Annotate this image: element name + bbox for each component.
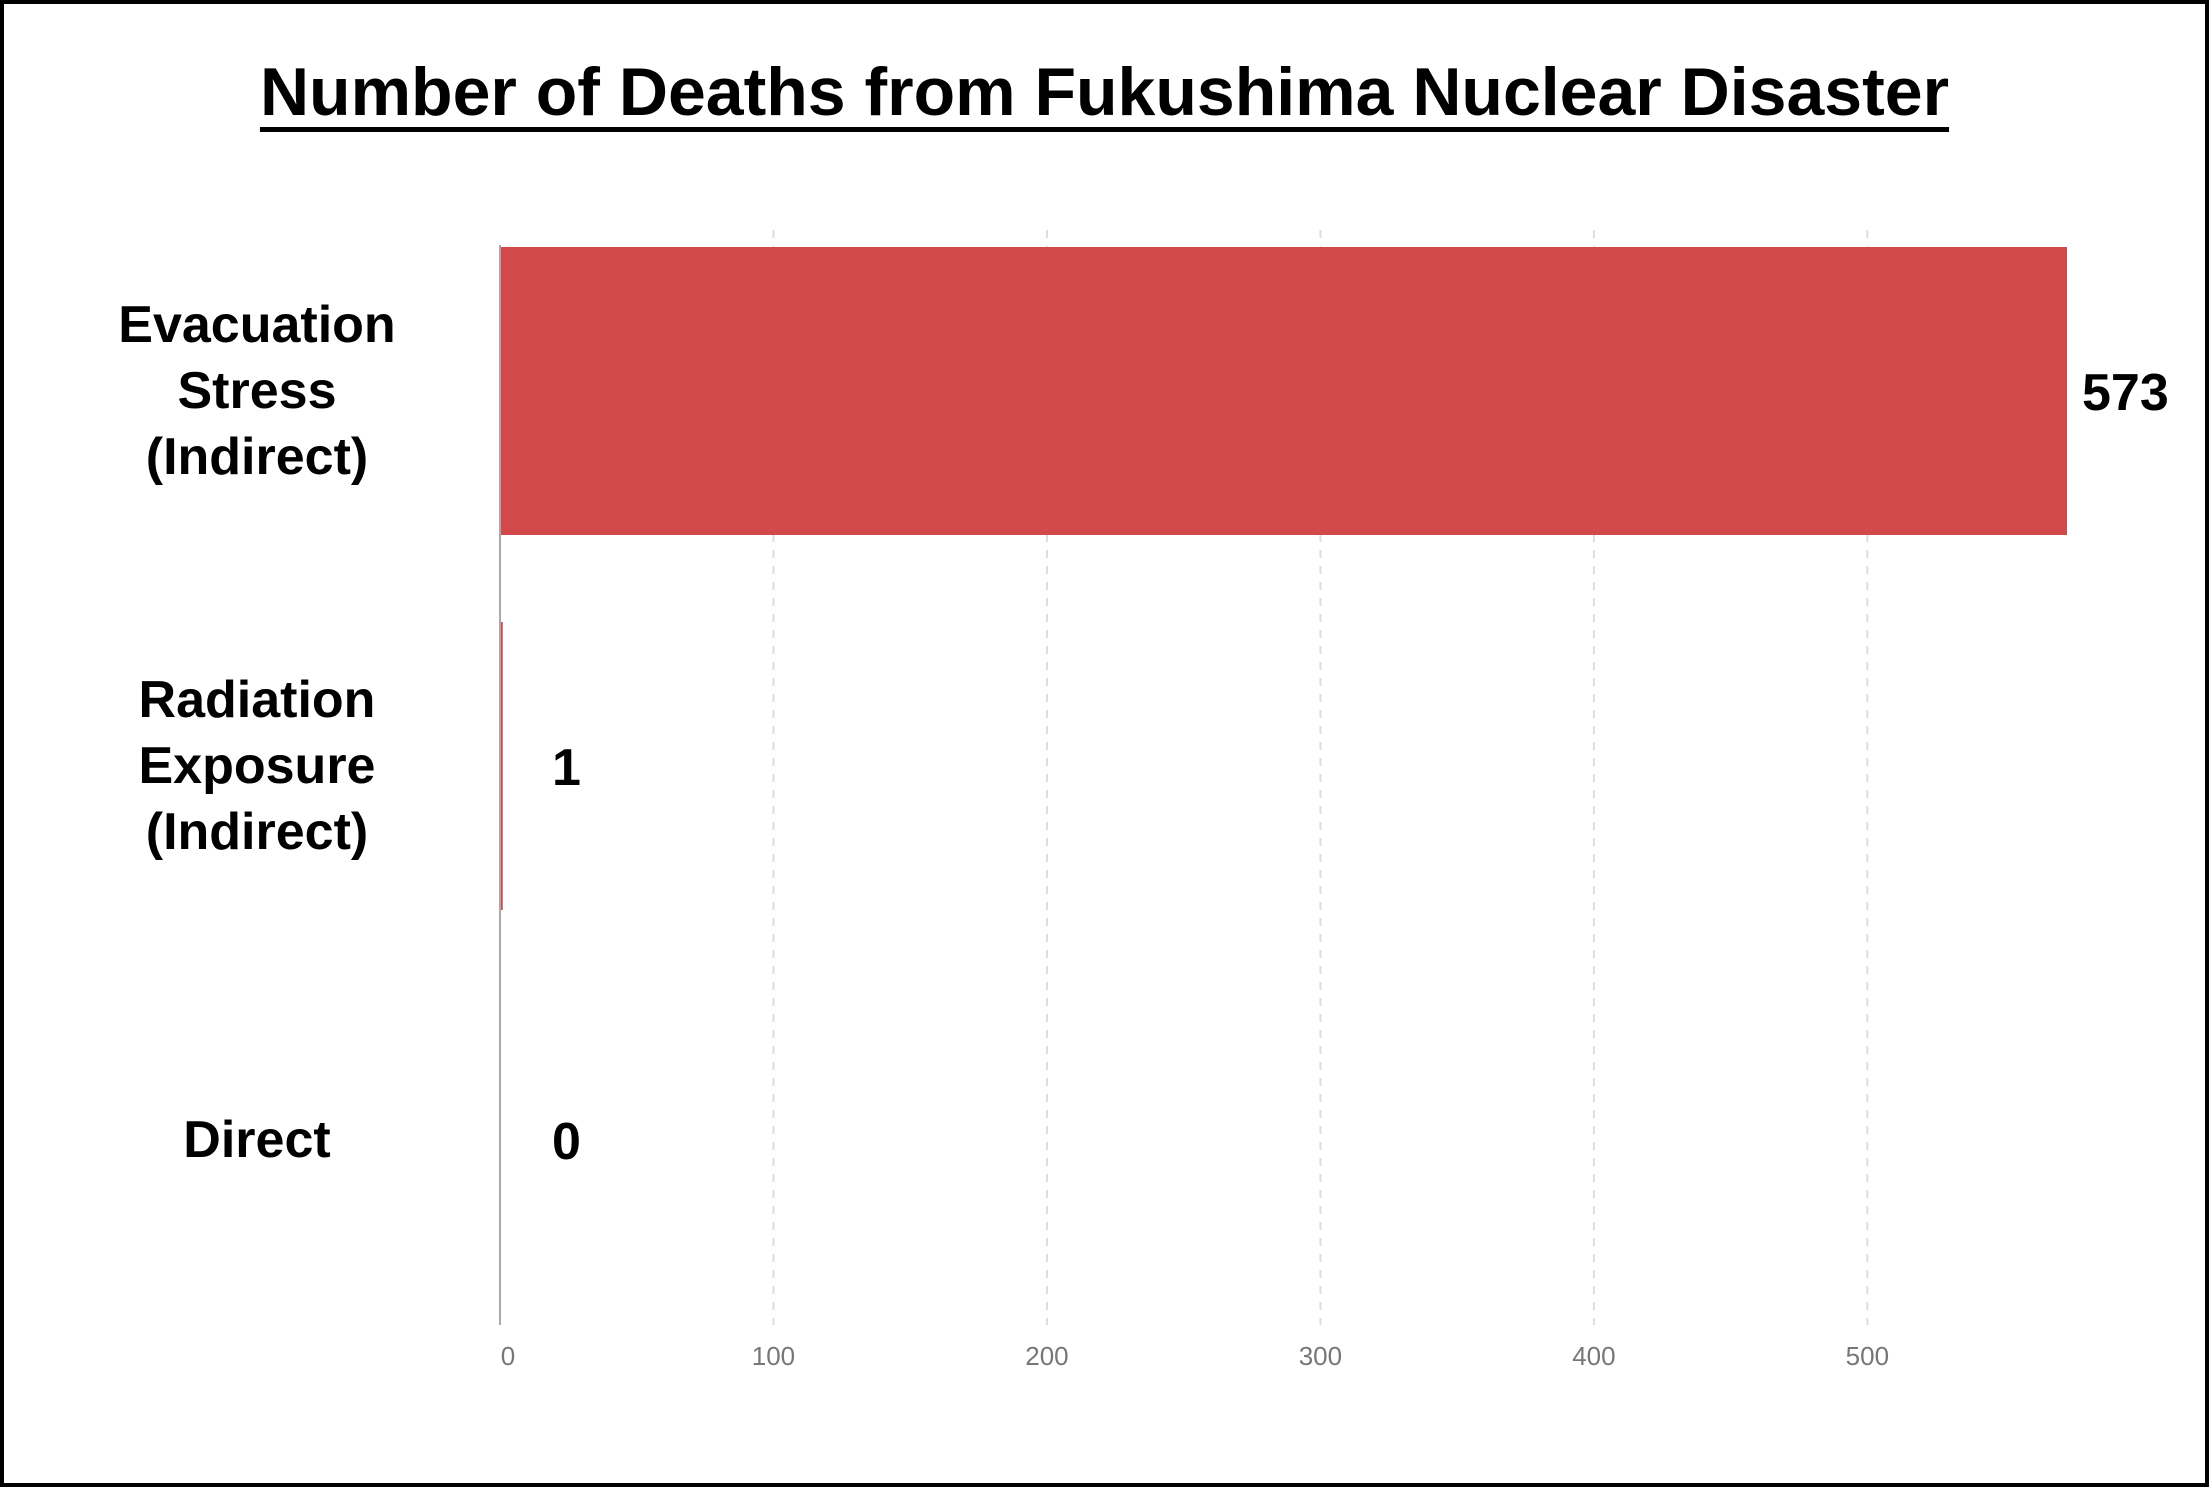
- category-label-line: (Indirect): [145, 803, 369, 861]
- bar: [500, 247, 2067, 535]
- chart-title: Number of Deaths from Fukushima Nuclear …: [259, 54, 1950, 130]
- category-label-line: Direct: [183, 1111, 331, 1169]
- bar: [500, 622, 503, 910]
- x-tick-label: 400: [1572, 1341, 1615, 1371]
- x-tick-label: 200: [1025, 1341, 1068, 1371]
- x-tick-label: 100: [752, 1341, 795, 1371]
- category-label: Radiation Exposure (Indirect): [17, 667, 497, 865]
- category-label-line: Exposure: [138, 737, 376, 795]
- category-label-line: Radiation: [138, 671, 376, 729]
- data-label: 573: [2082, 364, 2169, 422]
- category-label: Direct: [17, 1107, 497, 1173]
- data-label: 1: [552, 739, 581, 797]
- x-tick-label: 500: [1846, 1341, 1889, 1371]
- category-label-line: (Indirect): [145, 428, 369, 486]
- x-tick-label: 300: [1299, 1341, 1342, 1371]
- category-label-line: Stress: [177, 362, 337, 420]
- x-tick-label: 0: [501, 1341, 515, 1371]
- category-label-line: Evacuation: [118, 296, 396, 354]
- category-label: Evacuation Stress (Indirect): [17, 292, 497, 490]
- data-label: 0: [552, 1113, 581, 1171]
